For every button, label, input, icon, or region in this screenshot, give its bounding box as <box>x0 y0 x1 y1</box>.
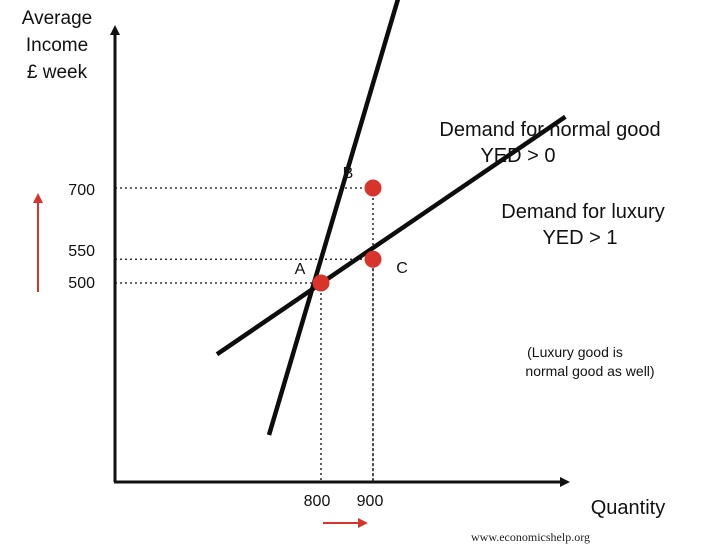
y-tick-label-700: 700 <box>68 182 95 199</box>
series-label-luxury-line-1: Demand for luxury <box>501 201 664 223</box>
x-tick-label-900: 900 <box>357 493 384 510</box>
demand-luxury-line <box>215 114 567 357</box>
point-c <box>364 250 382 268</box>
y-tick-label-500: 500 <box>68 275 95 292</box>
point-b <box>364 179 382 197</box>
demand-normal-good-line <box>266 0 401 436</box>
series-label-luxury-line-2: YED > 1 <box>542 227 617 249</box>
series-lines <box>215 0 567 436</box>
point-a <box>312 274 330 292</box>
source-credit: www.economicshelp.org <box>471 530 590 544</box>
guide-lines <box>115 187 374 482</box>
point-label-a: A <box>295 261 306 278</box>
y-tick-label-550: 550 <box>68 243 95 260</box>
x-axis-label: Quantity <box>591 497 665 519</box>
series-label-normal-line-1: Demand for normal good <box>439 119 660 141</box>
series-label-normal-line-2: YED > 0 <box>480 145 555 167</box>
note-line-2: normal good as well) <box>525 363 654 379</box>
y-axis-label-line-2: Income <box>26 35 88 56</box>
point-label-c: C <box>396 260 408 277</box>
y-axis-label-line-3: £ week <box>27 62 88 83</box>
data-points <box>312 179 382 292</box>
note-line-1: (Luxury good is <box>527 344 623 360</box>
y-axis-label-line-1: Average <box>22 8 92 29</box>
x-tick-label-800: 800 <box>304 493 331 510</box>
point-label-b: B <box>343 165 354 182</box>
